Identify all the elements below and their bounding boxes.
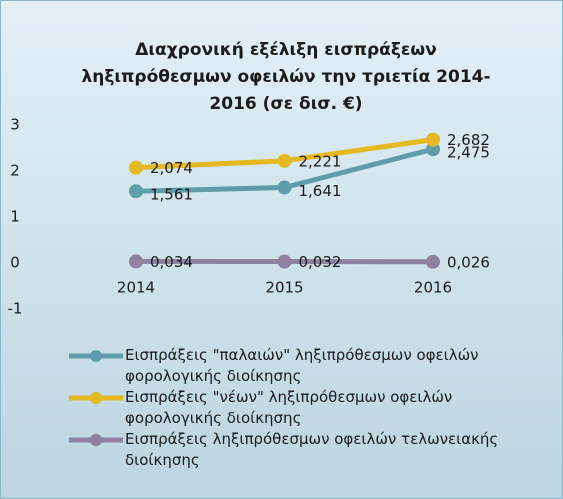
legend: Εισπράξεις "παλαιών" ληξιπρόθεσμων οφειλ… xyxy=(67,345,507,471)
legend-label: Εισπράξεις "παλαιών" ληξιπρόθεσμων οφειλ… xyxy=(125,346,479,385)
data-point xyxy=(129,254,143,269)
y-tick-label: -1 xyxy=(8,300,23,318)
legend-label: Εισπράξεις ληξιπρόθεσμων οφειλών τελωνει… xyxy=(125,430,499,469)
y-tick-label: 1 xyxy=(10,208,20,226)
data-label: 2,475 xyxy=(447,144,490,162)
data-point xyxy=(426,254,440,269)
legend-entry: Εισπράξεις "νέων" ληξιπρόθεσμων οφειλών … xyxy=(67,387,507,429)
y-tick-label: 2 xyxy=(10,162,20,180)
legend-label: Εισπράξεις "νέων" ληξιπρόθεσμων οφειλών … xyxy=(125,388,453,427)
data-label: 0,026 xyxy=(447,253,490,271)
data-label: 2,682 xyxy=(447,131,490,149)
data-point xyxy=(277,153,292,168)
y-tick-label: 3 xyxy=(10,116,20,134)
legend-swatch xyxy=(69,392,123,404)
legend-swatch xyxy=(69,350,123,362)
legend-marker xyxy=(90,392,102,404)
y-tick-label: 0 xyxy=(10,254,20,272)
data-point xyxy=(129,160,143,175)
data-label: 2,074 xyxy=(150,159,193,177)
legend-entry: Εισπράξεις ληξιπρόθεσμων οφειλών τελωνει… xyxy=(67,429,507,471)
data-point xyxy=(277,254,292,269)
data-label: 1,641 xyxy=(299,182,342,200)
data-label: 0,034 xyxy=(150,253,193,271)
legend-entry: Εισπράξεις "παλαιών" ληξιπρόθεσμων οφειλ… xyxy=(67,345,507,387)
legend-marker xyxy=(90,350,102,362)
data-label: 0,032 xyxy=(299,253,342,271)
x-tick-label: 2016 xyxy=(414,279,452,297)
x-tick-label: 2014 xyxy=(117,279,155,297)
data-point xyxy=(277,180,292,195)
data-point xyxy=(426,132,440,147)
x-tick-label: 2015 xyxy=(265,279,303,297)
legend-marker xyxy=(90,434,102,446)
legend-swatch xyxy=(69,434,123,446)
data-label: 1,561 xyxy=(150,186,193,204)
data-point xyxy=(129,184,143,199)
data-label: 2,221 xyxy=(299,152,342,170)
chart-title: Διαχρονική εξέλιξη εισπράξεων ληξιπρόθεσ… xyxy=(81,40,491,114)
